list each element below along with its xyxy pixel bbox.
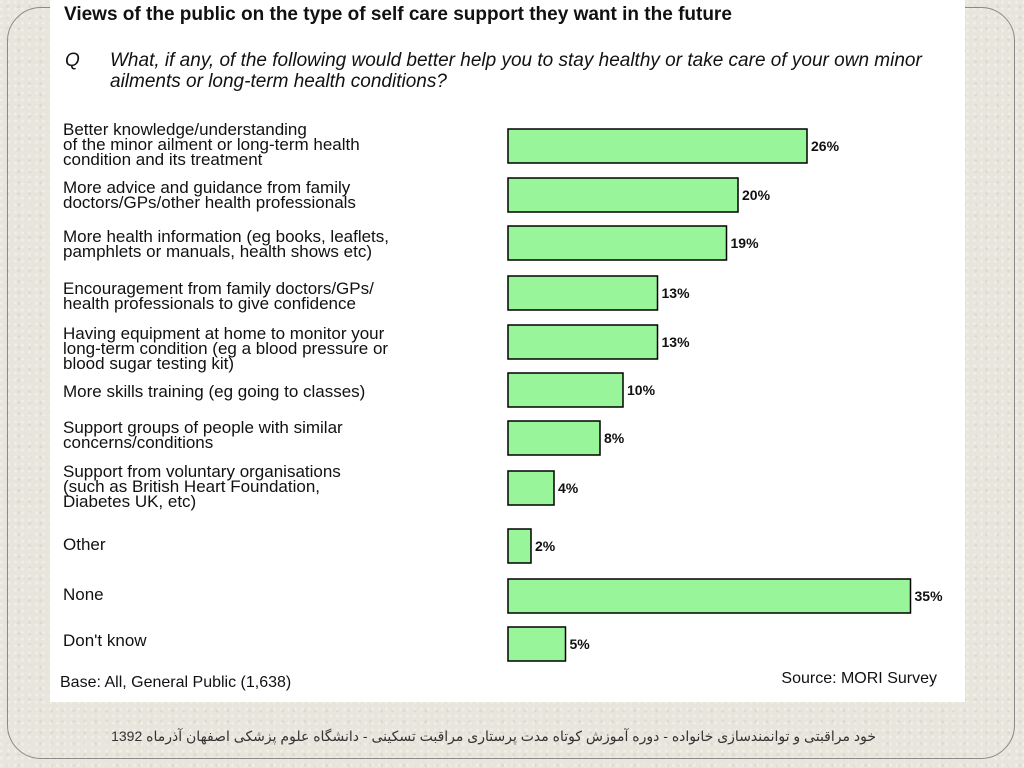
bar-value-label: 26% bbox=[811, 138, 840, 154]
bar bbox=[507, 528, 532, 564]
bar-plot: 26% 20% 19% 13% 13% 10% 8% 4% 2% 35% 5% bbox=[507, 128, 944, 662]
category-label: Encouragement from family doctors/GPs/ h… bbox=[63, 279, 374, 313]
category-label: More advice and guidance from family doc… bbox=[63, 178, 356, 212]
category-label: Having equipment at home to monitor your… bbox=[63, 324, 389, 373]
slide-footer: خود مراقبتی و توانمندسازی خانواده - دوره… bbox=[111, 728, 876, 744]
bar-value-label: 8% bbox=[604, 430, 625, 446]
bar-value-label: 13% bbox=[662, 334, 691, 350]
bar bbox=[507, 324, 659, 360]
bar bbox=[507, 578, 912, 614]
category-label: More skills training (eg going to classe… bbox=[63, 382, 366, 401]
source-note: Source: MORI Survey bbox=[781, 670, 937, 687]
bar-value-label: 4% bbox=[558, 480, 579, 496]
chart-panel: Views of the public on the type of self … bbox=[50, 0, 965, 702]
bar bbox=[507, 470, 555, 506]
category-label: None bbox=[63, 585, 104, 604]
bar bbox=[507, 626, 567, 662]
bar-value-label: 20% bbox=[742, 187, 771, 203]
bar bbox=[507, 177, 739, 213]
bar-value-label: 5% bbox=[570, 636, 591, 652]
bar bbox=[507, 275, 659, 311]
bar-value-label: 13% bbox=[662, 285, 691, 301]
bar-value-label: 2% bbox=[535, 538, 556, 554]
category-label: Better knowledge/understanding of the mi… bbox=[63, 120, 360, 169]
chart-title: Views of the public on the type of self … bbox=[64, 4, 732, 25]
bar-value-label: 35% bbox=[915, 588, 944, 604]
category-label: Don't know bbox=[63, 631, 147, 650]
category-label: Other bbox=[63, 535, 106, 554]
bar-value-label: 19% bbox=[731, 235, 760, 251]
bar bbox=[507, 128, 808, 164]
base-note: Base: All, General Public (1,638) bbox=[60, 674, 292, 691]
bar bbox=[507, 420, 601, 456]
bar bbox=[507, 225, 728, 261]
bar-value-label: 10% bbox=[627, 382, 656, 398]
category-label: Support from voluntary organisations (su… bbox=[63, 462, 341, 511]
question-text: What, if any, of the following would bet… bbox=[110, 50, 922, 92]
category-label: More health information (eg books, leafl… bbox=[63, 227, 390, 261]
category-label: Support groups of people with similar co… bbox=[63, 418, 343, 452]
bar bbox=[507, 372, 624, 408]
question-marker: Q bbox=[65, 50, 80, 71]
